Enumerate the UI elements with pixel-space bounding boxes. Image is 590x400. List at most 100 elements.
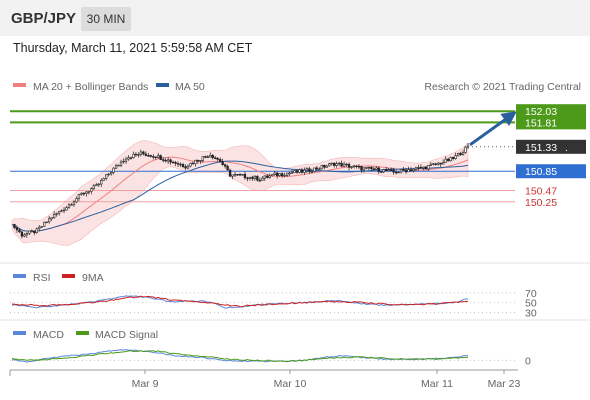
candle-body bbox=[201, 156, 204, 161]
legend-swatch-ma50 bbox=[156, 83, 169, 87]
candle-body bbox=[399, 169, 403, 173]
time-tick-label: Mar 10 bbox=[274, 378, 307, 390]
candle-body bbox=[466, 145, 470, 148]
candle-body bbox=[382, 169, 385, 173]
chart-header: GBP/JPY 30 MIN bbox=[0, 0, 590, 36]
candle-body bbox=[367, 166, 371, 169]
candle-body bbox=[328, 163, 331, 167]
candle-body bbox=[434, 163, 437, 165]
candle-body bbox=[258, 179, 261, 182]
candle-body bbox=[278, 173, 281, 176]
candle-body bbox=[315, 167, 318, 170]
candle-body bbox=[164, 159, 167, 162]
candle-body bbox=[340, 162, 343, 167]
candle-body bbox=[169, 159, 172, 163]
chart-area: MA 20 + Bollinger Bands MA 50 Research ©… bbox=[0, 81, 590, 390]
legend-macd: MACD bbox=[33, 329, 64, 341]
candle-body bbox=[372, 168, 375, 170]
candle-body bbox=[246, 177, 249, 179]
candle-body bbox=[342, 163, 346, 167]
candle-body bbox=[241, 174, 244, 176]
candle-body bbox=[449, 157, 452, 162]
candle-body bbox=[308, 168, 311, 172]
candle-body bbox=[335, 163, 338, 166]
panel-tick-label: 0 bbox=[525, 355, 531, 367]
candle-body bbox=[429, 163, 432, 166]
candle-body bbox=[109, 172, 113, 175]
candle-body bbox=[325, 165, 328, 168]
time-tick-label: Mar 23 bbox=[488, 378, 521, 390]
time-tick-label: Mar 9 bbox=[132, 378, 159, 390]
candle-body bbox=[392, 169, 395, 173]
legend-rsi-ma: 9MA bbox=[82, 272, 104, 284]
candle-body bbox=[149, 155, 152, 157]
time-axis-ticks: Mar 9 Mar 10 Mar 11 Mar 23 bbox=[9, 370, 521, 390]
candle-body bbox=[216, 157, 219, 160]
candle-body bbox=[57, 210, 61, 214]
ma50-line bbox=[11, 160, 469, 232]
candle-body bbox=[214, 157, 217, 159]
copyright: Research © 2021 Trading Central bbox=[424, 81, 581, 93]
candle-body bbox=[439, 162, 442, 165]
candle-body bbox=[337, 162, 341, 165]
candle-body bbox=[152, 156, 155, 158]
candle-body bbox=[147, 155, 150, 157]
candle-body bbox=[290, 172, 294, 174]
candle-body bbox=[174, 162, 177, 164]
candle-body bbox=[223, 164, 227, 167]
candle-body bbox=[263, 175, 266, 179]
candle-body bbox=[313, 167, 316, 172]
series-line-macd bbox=[11, 349, 469, 363]
candle-body bbox=[124, 158, 128, 162]
candle-body bbox=[77, 193, 81, 199]
candle-body bbox=[87, 191, 90, 193]
candle-body bbox=[129, 157, 133, 159]
support-label: 150.25 bbox=[525, 197, 557, 209]
symbol-title: GBP/JPY bbox=[11, 10, 77, 27]
timestamp: Thursday, March 11, 2021 5:59:58 AM CET bbox=[13, 41, 253, 55]
target-label-2: 151.81 bbox=[525, 117, 557, 129]
legend-swatch-ma20 bbox=[13, 83, 26, 87]
candle-body bbox=[102, 178, 105, 181]
candle-body bbox=[97, 183, 100, 186]
legend-swatch-rsi-ma bbox=[62, 274, 75, 278]
candle-body bbox=[221, 161, 224, 166]
candle-body bbox=[412, 168, 415, 171]
candle-body bbox=[55, 213, 58, 215]
legend-rsi: RSI bbox=[33, 272, 51, 284]
candle-body bbox=[112, 167, 115, 173]
legend-swatch-macd bbox=[13, 331, 26, 335]
candle-body bbox=[132, 153, 135, 158]
forecast-arrow-line bbox=[469, 111, 517, 147]
candle-body bbox=[154, 156, 157, 158]
candle-body bbox=[114, 165, 118, 169]
candle-body bbox=[266, 175, 269, 178]
candle-body bbox=[28, 230, 31, 234]
candle-body bbox=[60, 210, 63, 212]
candle-body bbox=[23, 234, 26, 237]
candle-body bbox=[318, 168, 321, 170]
candle-body bbox=[13, 224, 16, 229]
candle-body bbox=[320, 164, 323, 170]
candle-body bbox=[33, 230, 36, 234]
moving-averages bbox=[11, 156, 469, 232]
panel-tick-label: 50 bbox=[525, 298, 537, 310]
candle-body bbox=[30, 230, 33, 232]
time-tick-label: Mar 11 bbox=[421, 378, 453, 390]
candle-body bbox=[179, 163, 182, 166]
candle-body bbox=[70, 204, 73, 206]
candle-body bbox=[243, 174, 247, 179]
candle-body bbox=[414, 167, 418, 170]
candle-body bbox=[25, 233, 29, 236]
candle-body bbox=[82, 192, 86, 195]
candle-body bbox=[35, 228, 38, 234]
timeframe-button[interactable]: 30 MIN bbox=[81, 7, 131, 31]
candle-body bbox=[295, 170, 299, 173]
candle-body bbox=[62, 209, 66, 212]
candle-body bbox=[256, 175, 259, 181]
candle-body bbox=[288, 172, 291, 175]
candle-body bbox=[166, 159, 170, 162]
support-label: 150.47 bbox=[525, 186, 557, 198]
candle-body bbox=[323, 164, 326, 168]
candle-body bbox=[456, 152, 460, 157]
